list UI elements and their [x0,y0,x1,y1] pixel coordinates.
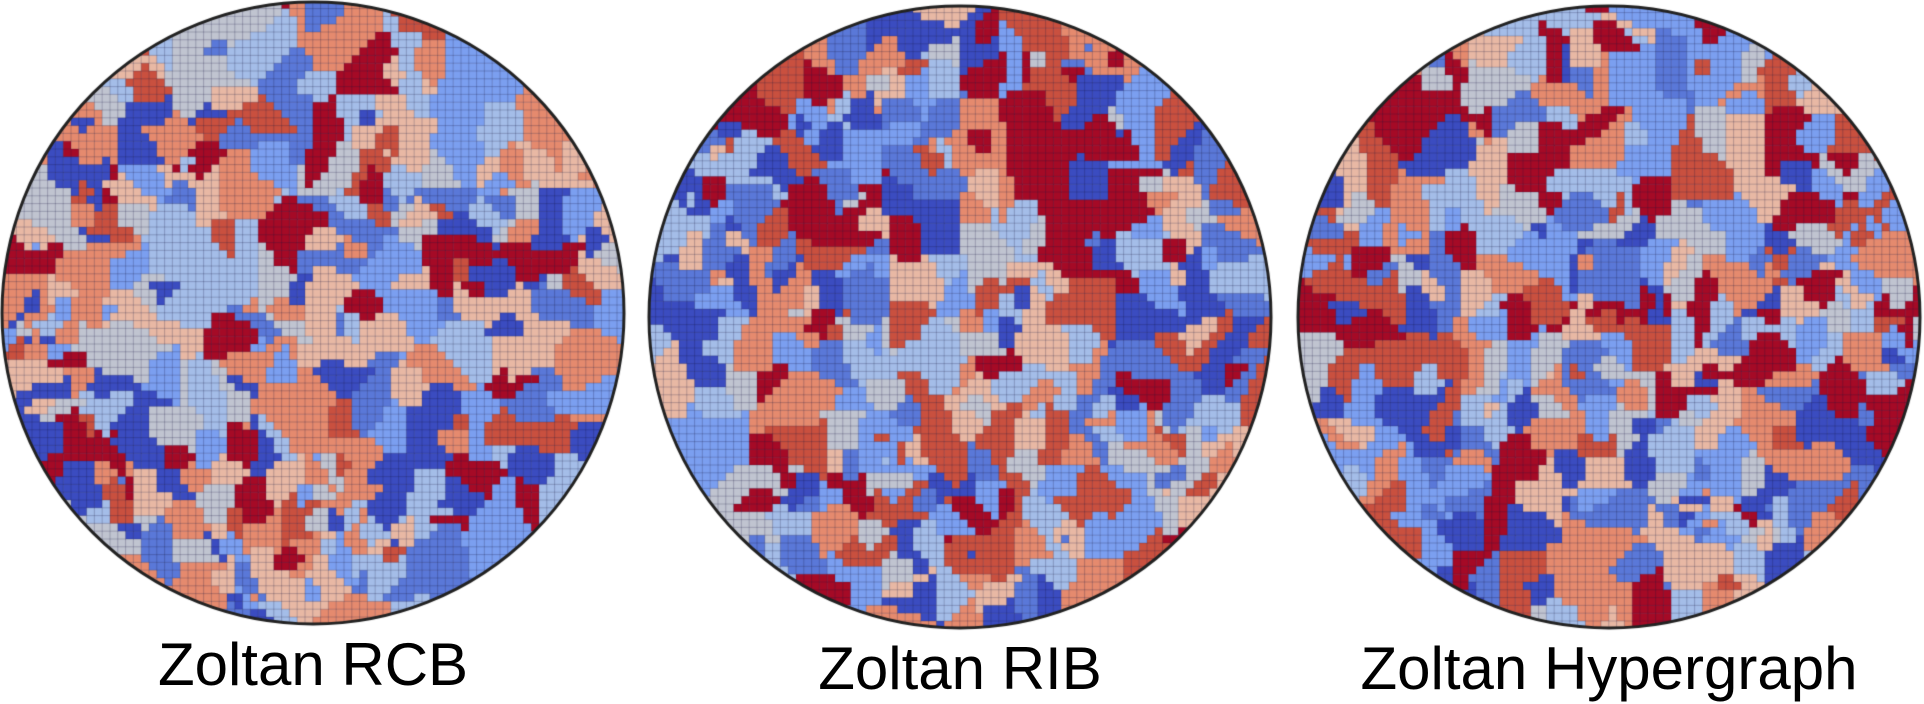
panel-rcb: Zoltan RCB [0,0,640,704]
mesh-partition-hypergraph [1289,0,1924,637]
panel-rib: Zoltan RIB [640,0,1280,704]
mesh-partition-rcb [0,0,633,633]
panel-hypergraph: Zoltan Hypergraph [1284,0,1924,704]
label-hypergraph: Zoltan Hypergraph [1360,635,1858,702]
label-rcb: Zoltan RCB [157,631,469,698]
label-rib: Zoltan RIB [818,635,1102,702]
mesh-partition-rib [640,0,1280,637]
